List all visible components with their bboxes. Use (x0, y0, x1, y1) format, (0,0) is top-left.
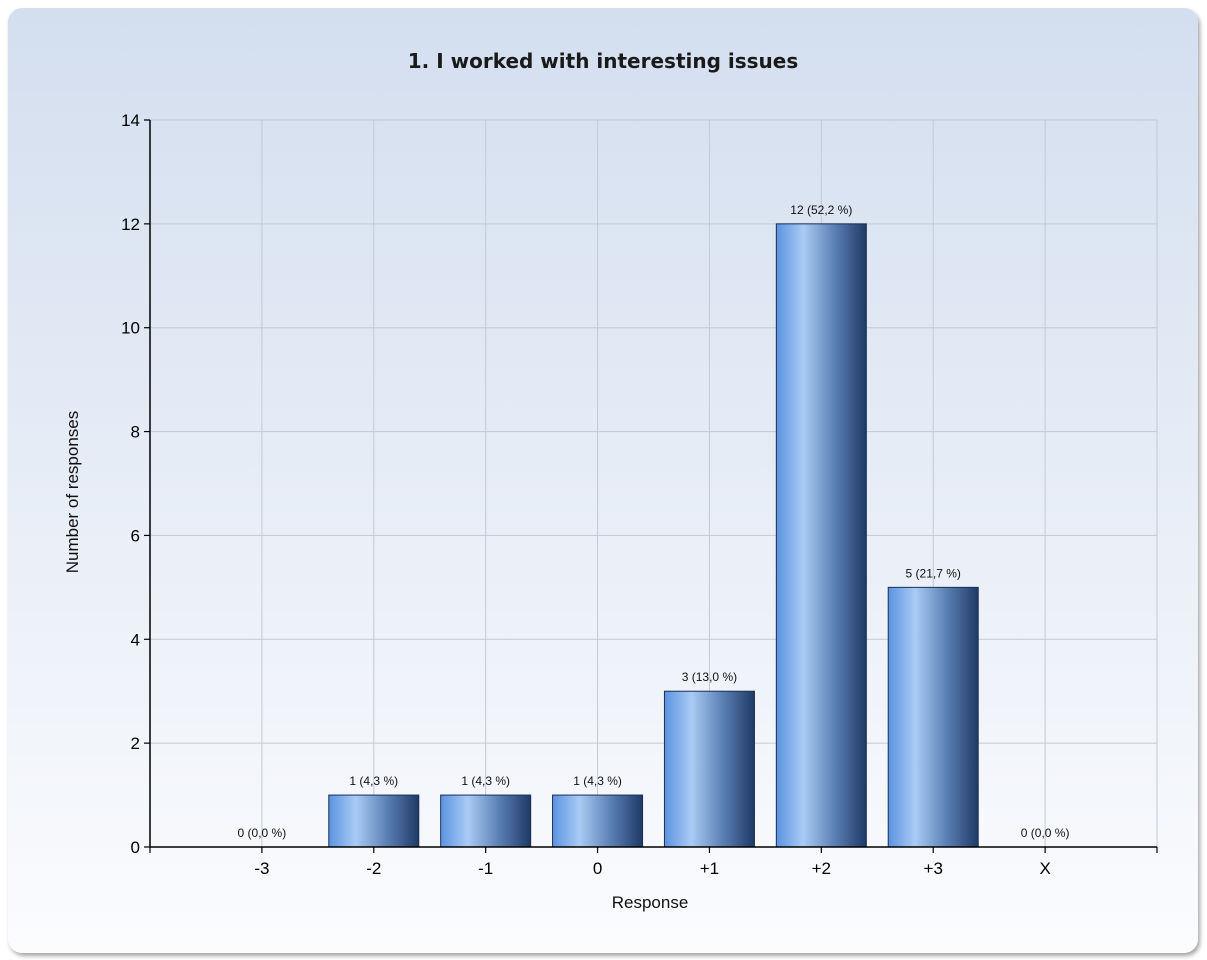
y-tick-label: 4 (131, 630, 140, 649)
x-tick-label: -2 (366, 859, 381, 878)
bar-0 (552, 794, 644, 848)
y-tick-label: 0 (131, 838, 140, 857)
data-label-+2: 12 (52,2 %) (790, 203, 852, 217)
x-axis-label: Response (612, 893, 689, 912)
data-label--2: 1 (4,3 %) (349, 774, 398, 788)
axes: 0 2 4 6 8 10 12 14 -3 -2 -1 0 +1 +2 +3 X (121, 111, 1158, 878)
chart-panel: 1. I worked with interesting issues 0 2 4 6… (8, 8, 1198, 953)
data-label-+1: 3 (13,0 %) (682, 670, 737, 684)
grid (150, 119, 1158, 847)
x-tick-label: -3 (254, 859, 269, 878)
x-tick-label: 0 (593, 859, 602, 878)
bar--1 (440, 794, 532, 848)
bar-+1 (663, 690, 755, 848)
bar-chart: 1. I worked with interesting issues 0 2 4 6… (63, 49, 1158, 912)
bar--2 (328, 794, 420, 848)
bars (328, 223, 979, 848)
chart-title: 1. I worked with interesting issues (408, 49, 799, 73)
data-labels: 0 (0,0 %) 1 (4,3 %) 1 (4,3 %) 1 (4,3 %) 3 (1… (238, 203, 1070, 840)
data-label-0: 1 (4,3 %) (573, 774, 622, 788)
x-tick-label: +3 (924, 859, 943, 878)
y-tick-label: 8 (131, 423, 140, 442)
x-tick-label: +1 (700, 859, 719, 878)
x-tick-label: -1 (478, 859, 493, 878)
y-axis-label: Number of responses (63, 411, 82, 574)
x-tick-label: X (1039, 859, 1050, 878)
bar-+2 (775, 223, 867, 848)
y-tick-label: 6 (131, 526, 140, 545)
x-tick-label: +2 (812, 859, 831, 878)
y-tick-label: 12 (121, 215, 140, 234)
bar-+3 (887, 586, 979, 848)
y-tick-label: 10 (121, 319, 140, 338)
data-label--1: 1 (4,3 %) (461, 774, 510, 788)
y-tick-label: 2 (131, 734, 140, 753)
y-tick-label: 14 (121, 111, 140, 130)
data-label--3: 0 (0,0 %) (238, 826, 287, 840)
data-label-+3: 5 (21,7 %) (906, 566, 961, 580)
data-label-X: 0 (0,0 %) (1021, 826, 1070, 840)
